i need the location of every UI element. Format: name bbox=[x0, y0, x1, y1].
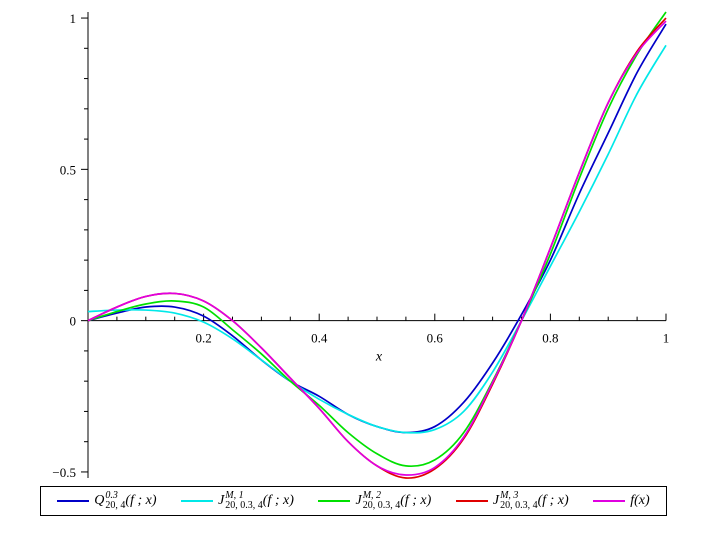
x-tick-label: 0.8 bbox=[542, 331, 558, 346]
y-tick-label: 1 bbox=[70, 11, 77, 26]
x-tick-label: 0.2 bbox=[195, 331, 211, 346]
legend-label: J M, 1 20, 0.3, 4 (f ; x) bbox=[218, 491, 294, 511]
legend-subscript: 20, 4 bbox=[105, 500, 126, 511]
legend-item: J M, 2 20, 0.3, 4 (f ; x) bbox=[318, 491, 431, 511]
legend-superscript: M, 1 bbox=[225, 490, 244, 501]
legend: Q 0.3 20, 4 (f ; x) J M, 1 20, 0.3, 4 (f ; x) J M… bbox=[40, 486, 667, 516]
legend-label: J M, 3 20, 0.3, 4 (f ; x) bbox=[493, 491, 569, 511]
legend-symbol: J bbox=[218, 493, 225, 509]
y-tick-label: 0 bbox=[70, 314, 77, 329]
x-tick-label: 0.4 bbox=[311, 331, 328, 346]
series-q-line bbox=[87, 23, 667, 434]
legend-item: Q 0.3 20, 4 (f ; x) bbox=[57, 491, 157, 511]
legend-args: (f ; x) bbox=[400, 493, 432, 509]
legend-superscript: M, 3 bbox=[500, 490, 519, 501]
legend-symbol: J bbox=[492, 493, 500, 509]
y-tick-label: −0.5 bbox=[52, 465, 76, 480]
legend-subscript: 20, 0.3, 4 bbox=[500, 500, 538, 511]
x-tick-label: 0.6 bbox=[427, 331, 444, 346]
y-tick-label: 0.5 bbox=[60, 162, 76, 177]
x-axis-title: x bbox=[375, 350, 383, 365]
legend-item: f(x) bbox=[593, 493, 650, 509]
series-f-line bbox=[87, 20, 667, 476]
legend-label: f(x) bbox=[630, 493, 649, 509]
legend-symbol: Q bbox=[94, 493, 105, 509]
legend-swatch bbox=[181, 500, 214, 502]
legend-args: (f ; x) bbox=[125, 493, 157, 509]
legend-swatch bbox=[318, 500, 351, 502]
legend-swatch bbox=[593, 500, 626, 502]
x-tick-label: 1 bbox=[663, 331, 670, 346]
legend-args: (f ; x) bbox=[262, 493, 294, 509]
legend-item: J M, 3 20, 0.3, 4 (f ; x) bbox=[455, 491, 569, 511]
series-j-m1-line bbox=[87, 44, 667, 434]
axes bbox=[87, 12, 666, 478]
series-j-m2-line bbox=[87, 11, 667, 468]
legend-item: J M, 1 20, 0.3, 4 (f ; x) bbox=[181, 491, 294, 511]
legend-label: J M, 2 20, 0.3, 4 (f ; x) bbox=[355, 491, 431, 511]
tick-labels: 0.2 0.4 0.6 0.8 1 −0.5 0 0.5 1 bbox=[52, 11, 669, 480]
series-lines bbox=[87, 11, 667, 479]
legend-args: (f ; x) bbox=[537, 493, 569, 509]
legend-swatch bbox=[57, 500, 90, 502]
legend-subscript: 20, 0.3, 4 bbox=[225, 500, 263, 511]
series-j-m3-line bbox=[87, 17, 667, 479]
legend-symbol: J bbox=[355, 493, 362, 509]
legend-superscript: M, 2 bbox=[362, 490, 382, 501]
legend-subscript: 20, 0.3, 4 bbox=[362, 500, 401, 511]
tick-marks bbox=[81, 17, 667, 473]
legend-swatch bbox=[455, 500, 488, 502]
legend-symbol: f(x) bbox=[630, 493, 650, 508]
legend-superscript: 0.3 bbox=[105, 490, 118, 501]
legend-label: Q 0.3 20, 4 (f ; x) bbox=[94, 491, 156, 511]
